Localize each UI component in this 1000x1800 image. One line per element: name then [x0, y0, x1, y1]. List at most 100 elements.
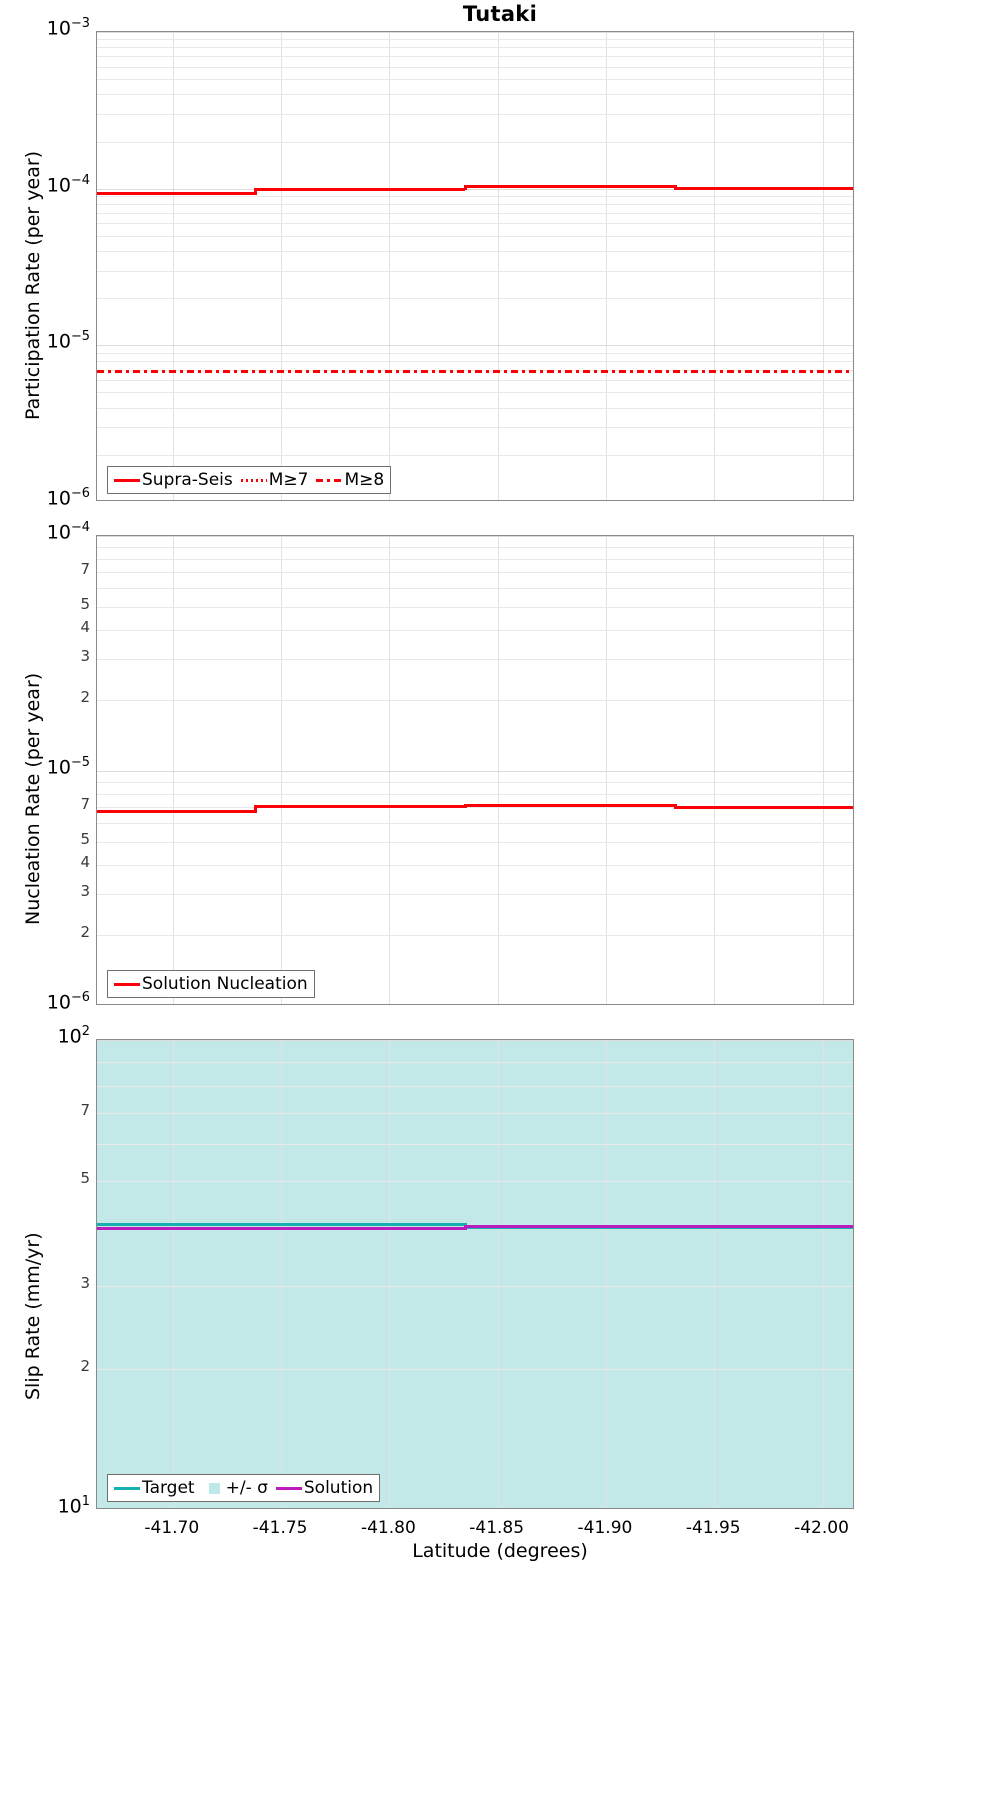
- y-tick-label: 10−5: [46, 755, 90, 779]
- series-segment: [675, 187, 853, 191]
- grid-line-horizontal: [97, 352, 853, 354]
- legend-entry[interactable]: Solution Nucleation: [114, 974, 308, 994]
- grid-line-vertical: [822, 536, 824, 1004]
- grid-line-horizontal: [97, 56, 853, 58]
- series-segment: [97, 809, 256, 813]
- grid-line-horizontal: [97, 1040, 853, 1041]
- legend-swatch-icon: [114, 982, 140, 986]
- panel2-legend[interactable]: Solution Nucleation: [107, 970, 315, 998]
- legend-entry[interactable]: Supra-Seis: [114, 470, 233, 490]
- legend-label: Target: [142, 1478, 195, 1498]
- legend-entry[interactable]: +/- σ: [203, 1478, 268, 1498]
- panel3-y-axis-label: Slip Rate (mm/yr): [22, 1232, 44, 1400]
- y-tick-label: 102: [57, 1024, 90, 1048]
- grid-line-vertical: [389, 536, 391, 1004]
- y-tick-label: 10−4: [46, 520, 90, 544]
- grid-line-vertical: [497, 1040, 499, 1508]
- y-tick-label-minor: 7: [80, 1100, 90, 1119]
- y-tick-label-minor: 7: [80, 795, 90, 814]
- grid-line-vertical: [281, 1040, 283, 1508]
- grid-line-horizontal: [97, 251, 853, 252]
- y-tick-label: 10−3: [46, 16, 90, 40]
- panel1-legend[interactable]: Supra-Seis M≥7 M≥8: [107, 466, 392, 494]
- y-tick-label-minor: 2: [80, 923, 90, 942]
- grid-line-vertical: [714, 1040, 716, 1508]
- x-tick-label: -41.80: [360, 1518, 416, 1538]
- series-riser: [463, 803, 467, 809]
- y-tick-label-minor: 7: [80, 560, 90, 579]
- series-riser: [673, 803, 677, 809]
- grid-line-horizontal: [97, 235, 853, 237]
- grid-line-vertical: [389, 32, 391, 500]
- grid-line-horizontal: [97, 79, 853, 81]
- x-tick-label: -41.90: [577, 1518, 633, 1538]
- uncertainty-band: [97, 1040, 853, 1508]
- grid-line-horizontal: [97, 407, 853, 409]
- series-segment: [97, 370, 853, 374]
- grid-line-horizontal: [97, 1112, 853, 1114]
- grid-line-horizontal: [97, 47, 853, 49]
- series-segment: [255, 187, 466, 191]
- grid-line-horizontal: [97, 893, 853, 895]
- grid-line-horizontal: [97, 380, 853, 382]
- x-tick-label: -41.70: [144, 1518, 200, 1538]
- grid-line-vertical: [389, 1040, 391, 1508]
- grid-line-horizontal: [97, 1181, 853, 1183]
- x-tick-label: -41.85: [469, 1518, 525, 1538]
- grid-line-horizontal: [97, 32, 853, 33]
- grid-line-horizontal: [97, 1144, 853, 1146]
- grid-line-horizontal: [97, 807, 853, 809]
- legend-label: Solution Nucleation: [142, 974, 308, 994]
- grid-line-horizontal: [97, 1368, 853, 1370]
- grid-line-vertical: [714, 536, 716, 1004]
- legend-entry[interactable]: Target: [114, 1478, 195, 1498]
- series-segment: [97, 1226, 466, 1230]
- x-tick-label: -41.95: [685, 1518, 741, 1538]
- legend-swatch-icon: [114, 478, 140, 482]
- panel3-legend[interactable]: Target +/- σ Solution: [107, 1474, 381, 1502]
- y-tick-label-minor: 3: [80, 881, 90, 900]
- y-tick-label-minor: 5: [80, 1169, 90, 1188]
- y-tick-label-minor: 2: [80, 688, 90, 707]
- legend-entry[interactable]: M≥8: [316, 470, 384, 490]
- grid-line-horizontal: [97, 298, 853, 300]
- series-riser: [253, 805, 257, 813]
- legend-swatch-icon: [275, 1486, 302, 1490]
- legend-label: M≥7: [268, 470, 309, 490]
- grid-line-horizontal: [97, 94, 853, 96]
- grid-line-horizontal: [97, 39, 853, 41]
- grid-line-horizontal: [97, 66, 853, 68]
- grid-line-horizontal: [97, 1085, 853, 1087]
- series-segment: [465, 1224, 853, 1228]
- legend-swatch-icon: [316, 478, 343, 482]
- legend-swatch-icon: [114, 1486, 140, 1490]
- series-segment: [255, 805, 466, 809]
- grid-line-horizontal: [97, 781, 853, 783]
- grid-line-vertical: [714, 32, 716, 500]
- grid-line-vertical: [281, 536, 283, 1004]
- series-segment: [465, 803, 676, 807]
- grid-line-horizontal: [97, 113, 853, 115]
- grid-line-horizontal: [97, 935, 853, 937]
- y-tick-label: 10−6: [46, 486, 90, 510]
- grid-line-horizontal: [97, 427, 853, 429]
- grid-line-horizontal: [97, 392, 853, 394]
- y-tick-label-minor: 2: [80, 1356, 90, 1375]
- legend-entry[interactable]: Solution: [275, 1478, 374, 1498]
- panel2-plot-area: [96, 535, 854, 1005]
- legend-label: Solution: [303, 1478, 374, 1498]
- grid-line-horizontal: [97, 606, 853, 608]
- figure-title: Tutaki: [462, 2, 538, 26]
- legend-entry[interactable]: M≥7: [240, 470, 309, 490]
- grid-line-horizontal: [97, 629, 853, 631]
- grid-line-horizontal: [97, 270, 853, 272]
- grid-line-horizontal: [97, 454, 853, 456]
- grid-line-vertical: [497, 536, 499, 1004]
- series-segment: [97, 1222, 466, 1226]
- grid-line-horizontal: [97, 212, 853, 214]
- panel3-plot-area: [96, 1039, 854, 1509]
- x-tick-label: -42.00: [794, 1518, 849, 1538]
- grid-line-vertical: [605, 32, 607, 500]
- grid-line-horizontal: [97, 823, 853, 825]
